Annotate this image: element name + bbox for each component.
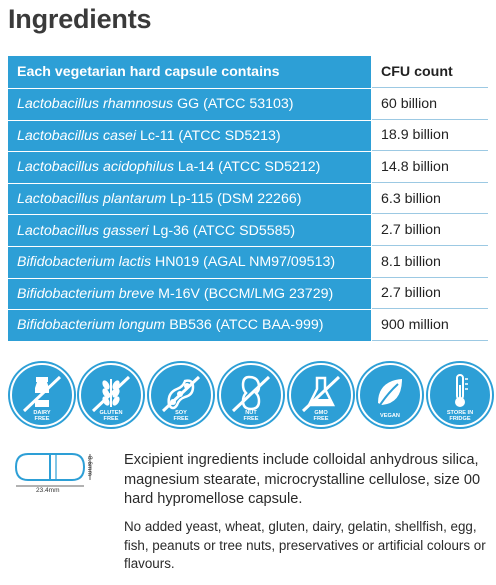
- strain-cell: Bifidobacterium longum BB536 (ATCC BAA-9…: [8, 310, 372, 341]
- badge-label-1: STORE IN: [446, 410, 474, 416]
- badge-label-1: SOY: [175, 410, 187, 416]
- strain-cell: Lactobacillus plantarum Lp-115 (DSM 2226…: [8, 183, 372, 215]
- species-name: Bifidobacterium lactis: [17, 254, 152, 271]
- species-name: Lactobacillus acidophilus: [17, 159, 174, 176]
- species-name: Lactobacillus rhamnosus: [17, 96, 174, 113]
- strain-cell: Lactobacillus gasseri Lg-36 (ATCC SD5585…: [8, 215, 372, 246]
- vegan-badge: VEGAN: [358, 363, 422, 439]
- badge-label-2: FREE: [173, 416, 189, 422]
- ingredients-table: Each vegetarian hard capsule contains CF…: [8, 56, 488, 342]
- cfu-cell: 2.7 billion: [372, 215, 488, 246]
- species-name: Lactobacillus casei: [17, 127, 137, 144]
- cfu-cell: 18.9 billion: [372, 120, 488, 152]
- dairy-free-badge: DAIRY FREE: [10, 363, 74, 439]
- badge-label-1: VEGAN: [380, 413, 400, 419]
- table-row: Lactobacillus casei Lc-11 (ATCC SD5213) …: [8, 120, 488, 153]
- excipient-text: Excipient ingredients include colloidal …: [124, 452, 481, 508]
- capsule-height-label: 8.6mm: [86, 456, 93, 476]
- badge-label-1: NUT: [245, 410, 257, 416]
- page-title: Ingredients: [8, 4, 152, 34]
- species-name: Bifidobacterium longum: [17, 317, 166, 334]
- table-row: Lactobacillus acidophilus La-14 (ATCC SD…: [8, 152, 488, 184]
- header-contents: Each vegetarian hard capsule contains: [8, 56, 372, 88]
- free-from-badges: DAIRY FREE GLUTEN FREE SOY FREE: [8, 363, 492, 441]
- strain-cell: Bifidobacterium breve M-16V (BCCM/LMG 23…: [8, 278, 372, 310]
- badge-label-1: GLUTEN: [99, 410, 123, 416]
- strain-code: Lp-115 (DSM 22266): [170, 191, 302, 208]
- strain-code: Lg-36 (ATCC SD5585): [152, 222, 296, 239]
- flask-icon: [301, 375, 341, 413]
- badge-label-2: FREE: [103, 416, 119, 422]
- cfu-cell: 14.8 billion: [372, 152, 488, 183]
- cfu-cell: 2.7 billion: [372, 278, 488, 310]
- strain-code: La-14 (ATCC SD5212): [177, 159, 321, 176]
- peanut-icon: [231, 375, 271, 413]
- no-added-text: No added yeast, wheat, gluten, dairy, ge…: [124, 519, 486, 572]
- species-name: Lactobacillus gasseri: [17, 222, 149, 239]
- strain-cell: Lactobacillus casei Lc-11 (ATCC SD5213): [8, 120, 372, 152]
- cfu-cell: 8.1 billion: [372, 246, 488, 278]
- strain-cell: Lactobacillus rhamnosus GG (ATCC 53103): [8, 89, 372, 120]
- thermometer-icon: [455, 374, 468, 407]
- table-row: Lactobacillus plantarum Lp-115 (DSM 2226…: [8, 183, 488, 216]
- strain-code: M-16V (BCCM/LMG 23729): [158, 285, 334, 302]
- wheat-icon: [91, 375, 131, 413]
- strain-code: BB536 (ATCC BAA-999): [169, 317, 324, 334]
- badge-label-2: FREE: [34, 416, 50, 422]
- leaf-icon: [378, 379, 402, 406]
- soy-bean-icon: [161, 375, 201, 413]
- store-in-fridge-badge: STORE IN FRIDGE: [428, 363, 492, 439]
- capsule-length-label: 23.4mm: [36, 487, 60, 494]
- gmo-free-badge: GMO FREE: [289, 363, 353, 439]
- table-row: Bifidobacterium longum BB536 (ATCC BAA-9…: [8, 310, 488, 342]
- cfu-cell: 900 million: [372, 310, 488, 341]
- nut-free-badge: NUT FREE: [219, 363, 283, 439]
- badge-label-2: FREE: [313, 416, 329, 422]
- table-row: Lactobacillus gasseri Lg-36 (ATCC SD5585…: [8, 215, 488, 247]
- header-cfu: CFU count: [372, 56, 488, 88]
- strain-code: GG (ATCC 53103): [177, 96, 294, 113]
- species-name: Bifidobacterium breve: [17, 285, 155, 302]
- badge-label-2: FRIDGE: [449, 416, 471, 422]
- gluten-free-badge: GLUTEN FREE: [79, 363, 143, 439]
- table-row: Bifidobacterium lactis HN019 (AGAL NM97/…: [8, 246, 488, 279]
- badge-label-2: FREE: [243, 416, 259, 422]
- strain-cell: Lactobacillus acidophilus La-14 (ATCC SD…: [8, 152, 372, 183]
- table-header-row: Each vegetarian hard capsule contains CF…: [8, 56, 488, 89]
- table-row: Lactobacillus rhamnosus GG (ATCC 53103) …: [8, 89, 488, 121]
- soy-free-badge: SOY FREE: [149, 363, 213, 439]
- table-row: Bifidobacterium breve M-16V (BCCM/LMG 23…: [8, 278, 488, 311]
- capsule-icon: [14, 453, 91, 487]
- strain-code: HN019 (AGAL NM97/09513): [155, 254, 336, 271]
- milk-bottle-icon: [22, 375, 62, 413]
- strain-cell: Bifidobacterium lactis HN019 (AGAL NM97/…: [8, 246, 372, 278]
- badge-label-1: GMO: [314, 410, 328, 416]
- species-name: Lactobacillus plantarum: [17, 191, 167, 208]
- cfu-cell: 6.3 billion: [372, 183, 488, 215]
- cfu-cell: 60 billion: [372, 89, 488, 120]
- capsule-diagram: [8, 448, 112, 500]
- badge-label-1: DAIRY: [33, 410, 51, 416]
- strain-code: Lc-11 (ATCC SD5213): [140, 127, 281, 144]
